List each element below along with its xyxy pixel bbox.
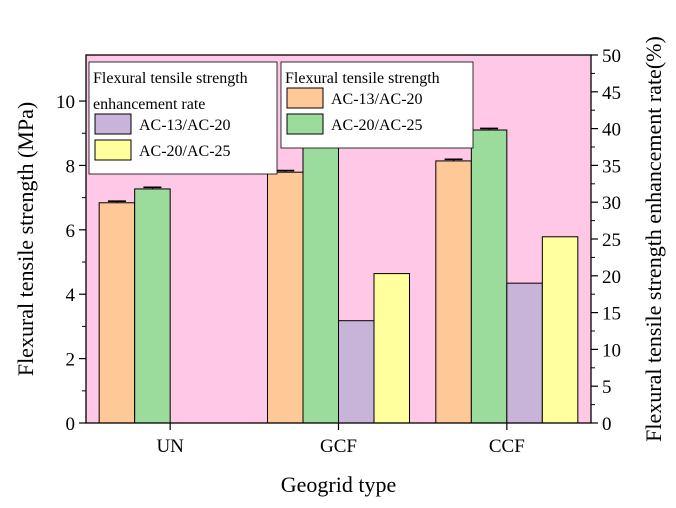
- y-right-tick-label: 15: [602, 304, 621, 325]
- legends-layer: Flexural tensile strength enhancement rat…: [88, 61, 474, 175]
- legend-swatch: [94, 139, 132, 161]
- bar-gcf-series-2: [302, 142, 339, 424]
- y-left-tick-label: 8: [66, 156, 76, 177]
- bar-ccf-series-4: [541, 236, 579, 424]
- legend-title-line: enhancement rate: [93, 96, 205, 113]
- y-axis-right-title: Flexural tensile strength enhancement ra…: [641, 36, 666, 442]
- bar-gcf-series-3: [338, 320, 375, 424]
- bar-gcf-series-4: [373, 273, 410, 424]
- y-right-tick-label: 35: [602, 156, 621, 177]
- y-left-tick-label: 10: [56, 92, 75, 113]
- legend-title-line: Flexural tensile strength: [285, 70, 440, 87]
- y-left-tick-label: 0: [66, 414, 76, 435]
- bar-un-series-1: [98, 202, 136, 424]
- y-right-tick-label: 20: [602, 267, 621, 288]
- y-right-tick-label: 45: [602, 83, 621, 104]
- y-right-tick-label: 30: [602, 193, 621, 214]
- y-right-tick-label: 25: [602, 230, 621, 251]
- bars-layer: [98, 127, 579, 424]
- y-axis-left-title: Flexural tensile strength (MPa): [13, 102, 38, 376]
- y-left-tick-label: 6: [66, 221, 76, 242]
- legend-swatch: [94, 113, 132, 135]
- bar-un-series-2: [134, 188, 171, 424]
- y-right-tick-label: 0: [602, 414, 612, 435]
- bar-ccf-series-2: [470, 129, 508, 424]
- bar-gcf-series-1: [267, 171, 304, 424]
- y-left-tick-label: 4: [66, 285, 76, 306]
- x-tick-label-un: UN: [156, 436, 184, 457]
- legend-entry-label: AC-13/AC-20: [139, 117, 231, 134]
- legend-swatch: [286, 87, 324, 109]
- legend-entry-label: AC-13/AC-20: [331, 91, 423, 108]
- legend-entry-label: AC-20/AC-25: [331, 117, 423, 134]
- legend-swatch: [286, 113, 324, 135]
- y-right-tick-label: 5: [602, 377, 612, 398]
- legend-entry-label: AC-20/AC-25: [139, 143, 231, 160]
- bar-ccf-series-3: [506, 282, 543, 424]
- x-axis-title: Geogrid type: [281, 472, 396, 497]
- y-left-tick-label: 2: [66, 350, 76, 371]
- axes-layer: 0 2 4 6 8 10 0 5 10 15 20 25 30 35 40 45 50 UN GCF CCF: [56, 46, 621, 457]
- x-tick-label-ccf: CCF: [489, 436, 525, 457]
- y-right-tick-label: 40: [602, 120, 621, 141]
- legend-title-line: Flexural tensile strength: [93, 70, 248, 87]
- x-tick-label-gcf: GCF: [320, 436, 357, 457]
- y-right-tick-label: 10: [602, 340, 621, 361]
- bar-ccf-series-1: [435, 160, 472, 424]
- y-right-tick-label: 50: [602, 46, 621, 67]
